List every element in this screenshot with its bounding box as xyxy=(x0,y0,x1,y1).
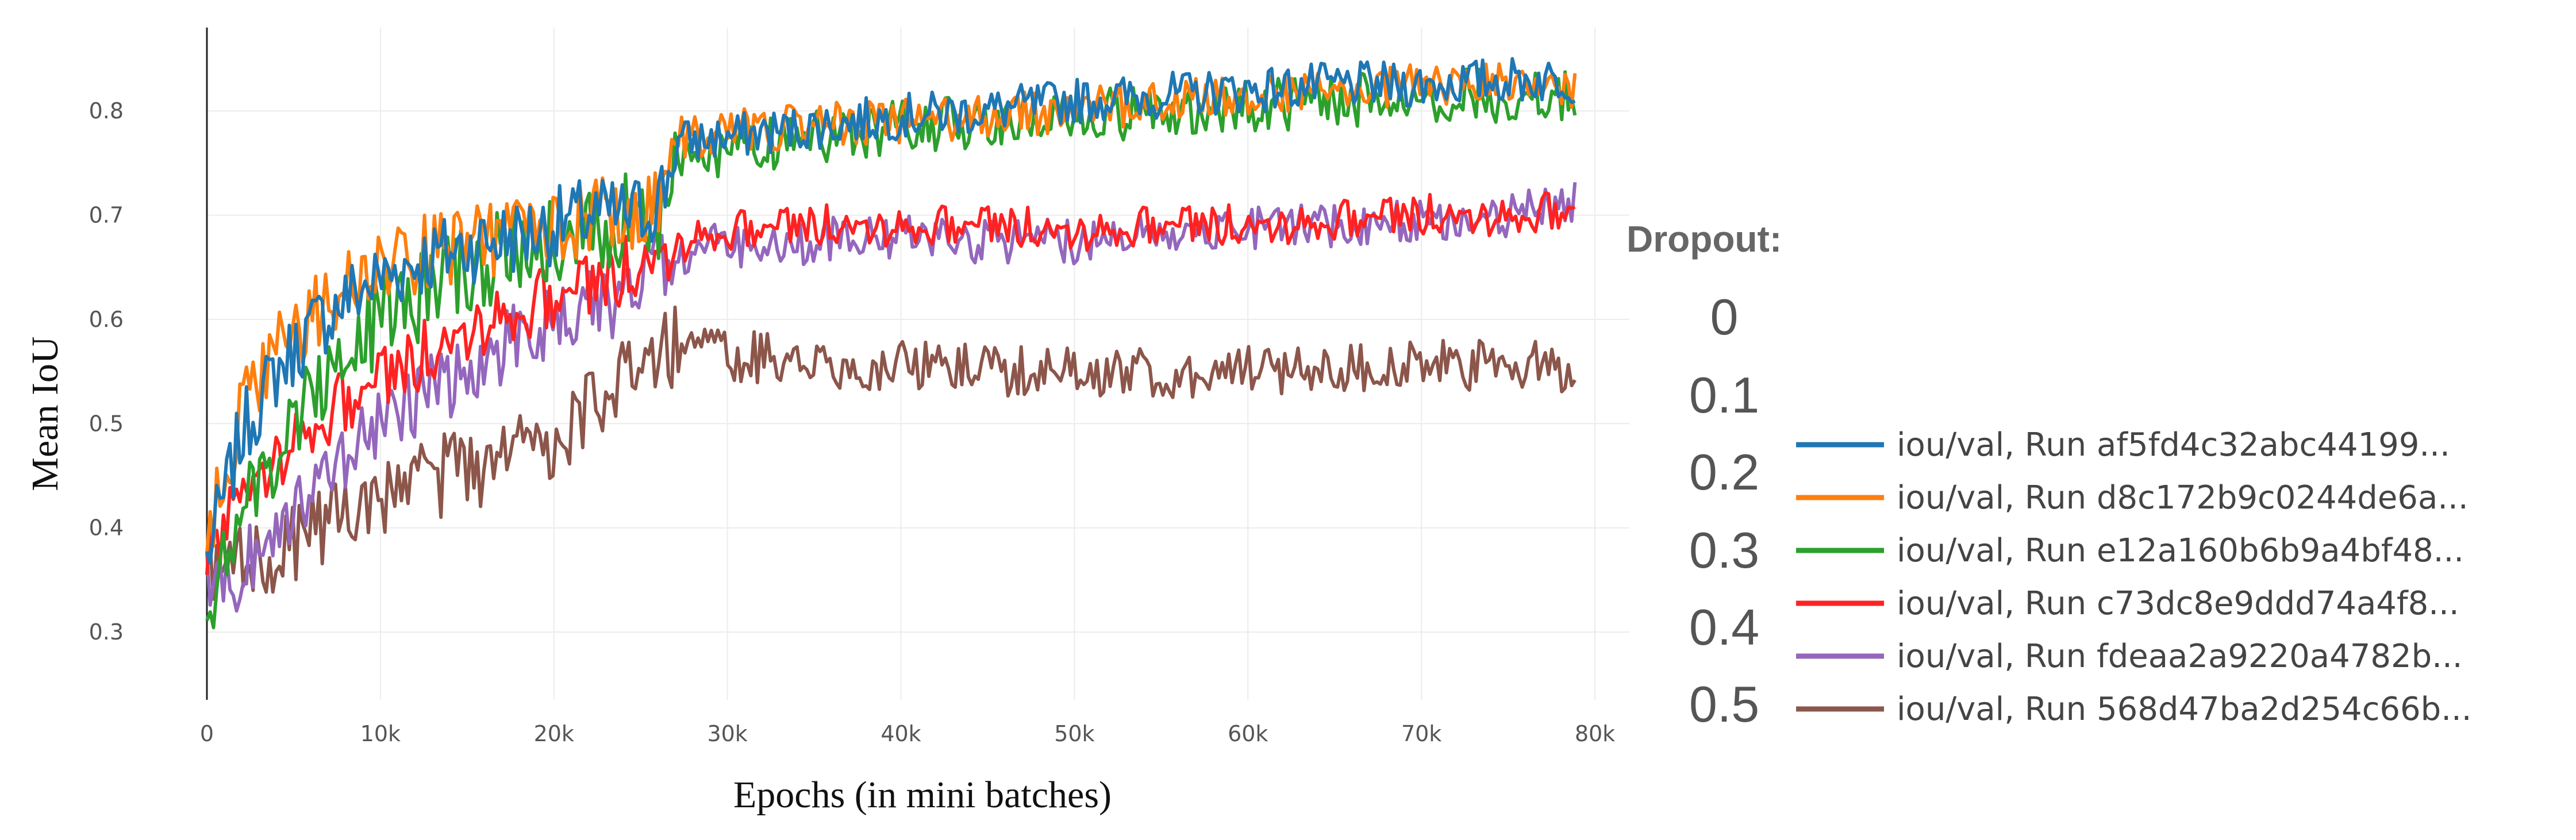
legend: iou/val, Run af5fd4c32abc44199... iou/val… xyxy=(1796,426,2472,728)
x-tick-label: 0 xyxy=(200,721,214,746)
dropout-value: 0 xyxy=(1710,288,1739,345)
legend-label: iou/val, Run e12a160b6b9a4bf48... xyxy=(1897,532,2464,569)
y-tick-label: 0.3 xyxy=(89,619,124,645)
legend-label: iou/val, Run d8c172b9c0244de6a... xyxy=(1897,479,2469,517)
dropout-value: 0.3 xyxy=(1689,522,1759,579)
x-tick-label: 20k xyxy=(534,721,574,746)
legend-item[interactable]: iou/val, Run d8c172b9c0244de6a... xyxy=(1796,479,2469,517)
legend-item[interactable]: iou/val, Run af5fd4c32abc44199... xyxy=(1796,426,2450,464)
x-tick-label: 10k xyxy=(360,721,401,746)
series-line-dropout-0 xyxy=(205,57,1576,565)
plot-series xyxy=(205,57,1577,630)
legend-label: iou/val, Run c73dc8e9ddd74a4f8... xyxy=(1897,585,2459,622)
x-axis-ticks: 0 10k 20k 30k 40k 50k 60k 70k 80k xyxy=(200,721,1615,746)
y-tick-label: 0.8 xyxy=(89,98,124,124)
x-tick-label: 40k xyxy=(881,721,921,746)
legend-item[interactable]: iou/val, Run fdeaa2a9220a4782b... xyxy=(1796,638,2463,675)
series-line-dropout-0.3 xyxy=(205,191,1576,575)
dropout-value: 0.2 xyxy=(1689,444,1759,500)
x-axis-title: Epochs (in mini batches) xyxy=(733,774,1112,816)
y-axis-ticks: 0.3 0.4 0.5 0.6 0.7 0.8 xyxy=(89,98,124,645)
legend-item[interactable]: iou/val, Run c73dc8e9ddd74a4f8... xyxy=(1796,585,2459,622)
dropout-value: 0.5 xyxy=(1689,676,1759,733)
y-tick-label: 0.5 xyxy=(89,411,124,436)
y-tick-label: 0.6 xyxy=(89,307,124,332)
dropout-value: 0.4 xyxy=(1689,599,1759,656)
y-tick-label: 0.7 xyxy=(89,203,124,228)
legend-title: Dropout: xyxy=(1627,218,1782,260)
legend-label: iou/val, Run 568d47ba2d254c66b... xyxy=(1897,691,2472,728)
dropout-values: 0 0.1 0.2 0.3 0.4 0.5 xyxy=(1689,288,1759,733)
dropout-value: 0.1 xyxy=(1689,367,1759,423)
y-tick-label: 0.4 xyxy=(89,515,124,541)
legend-item[interactable]: iou/val, Run 568d47ba2d254c66b... xyxy=(1796,691,2472,728)
legend-item[interactable]: iou/val, Run e12a160b6b9a4bf48... xyxy=(1796,532,2464,569)
x-tick-label: 70k xyxy=(1401,721,1441,746)
legend-label: iou/val, Run fdeaa2a9220a4782b... xyxy=(1897,638,2463,675)
y-axis-title: Mean IoU xyxy=(24,336,66,491)
x-tick-label: 60k xyxy=(1228,721,1268,746)
legend-label: iou/val, Run af5fd4c32abc44199... xyxy=(1897,426,2450,464)
series-line-dropout-0.1 xyxy=(205,62,1577,554)
series-line-dropout-0.4 xyxy=(205,182,1577,613)
x-tick-label: 80k xyxy=(1575,721,1615,746)
x-tick-label: 30k xyxy=(707,721,747,746)
series-line-dropout-0.5 xyxy=(205,305,1577,601)
x-tick-label: 50k xyxy=(1054,721,1094,746)
